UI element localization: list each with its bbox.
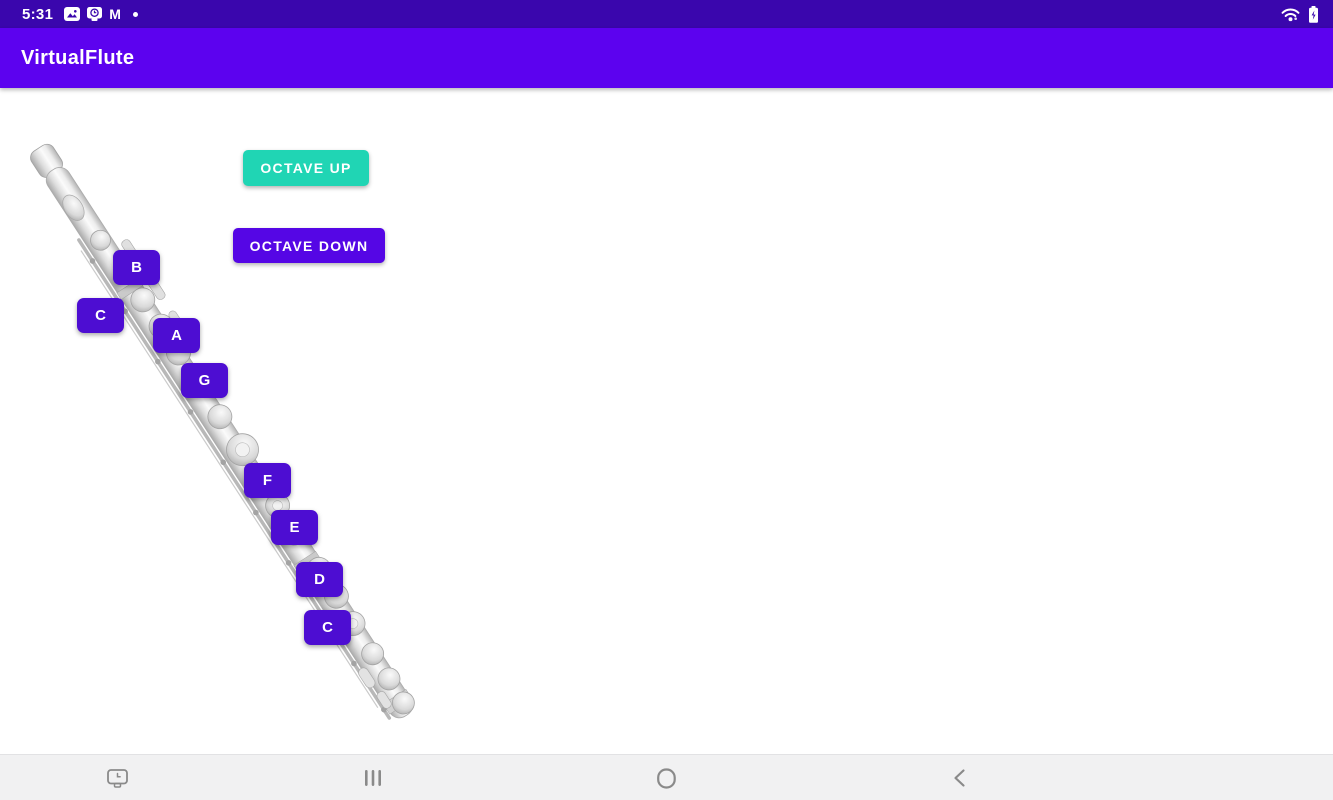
notification-icons: M xyxy=(64,7,138,21)
wifi-icon xyxy=(1281,8,1300,21)
recents-icon xyxy=(365,770,381,786)
pinned-clock-app-button[interactable] xyxy=(103,764,131,792)
app-bar: VirtualFlute xyxy=(0,28,1333,88)
back-button[interactable] xyxy=(945,764,973,792)
note-key-button-e[interactable]: E xyxy=(271,510,318,545)
note-key-button-g[interactable]: G xyxy=(181,363,228,398)
photos-notification-icon xyxy=(64,7,81,21)
recents-button[interactable] xyxy=(359,764,387,792)
pinned-clock-app-icon xyxy=(106,768,128,788)
note-key-button-c[interactable]: C xyxy=(304,610,351,645)
battery-charging-icon xyxy=(1309,5,1318,23)
note-key-button-b[interactable]: B xyxy=(113,250,160,285)
notification-dot-icon xyxy=(132,11,138,17)
back-icon xyxy=(954,769,965,787)
gmail-notification-icon: M xyxy=(109,6,121,22)
status-bar: 5:31 M xyxy=(0,0,1333,28)
home-button[interactable] xyxy=(652,764,680,792)
note-key-button-d[interactable]: D xyxy=(296,562,343,597)
home-icon xyxy=(656,767,676,789)
note-key-button-f[interactable]: F xyxy=(244,463,291,498)
app-title: VirtualFlute xyxy=(21,46,135,69)
clock-notification-icon xyxy=(87,7,103,21)
note-key-button-a[interactable]: A xyxy=(153,318,200,353)
octave-down-button[interactable]: OCTAVE DOWN xyxy=(233,228,385,263)
status-time: 5:31 xyxy=(22,5,54,23)
octave-up-button[interactable]: OCTAVE UP xyxy=(243,150,369,186)
status-bar-right xyxy=(1281,5,1319,23)
navigation-bar xyxy=(0,754,1333,800)
note-key-button-c[interactable]: C xyxy=(77,298,124,333)
